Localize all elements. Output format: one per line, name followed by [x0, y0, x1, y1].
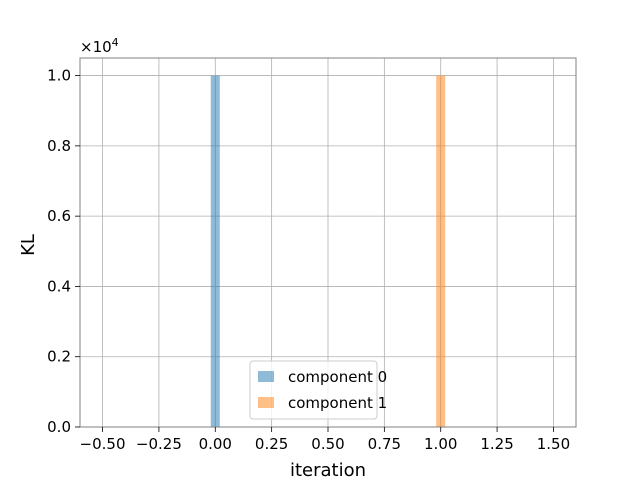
y-tick-label: 0.8 [47, 137, 71, 155]
x-tick-label: 1.50 [537, 435, 570, 453]
y-tick-label: 0.0 [47, 418, 71, 436]
y-multiplier-label: ×104 [80, 36, 119, 56]
grid [80, 58, 576, 428]
legend: component 0 component 1 [249, 360, 387, 420]
x-tick-label: 1.25 [480, 435, 513, 453]
legend-swatch [258, 371, 274, 382]
y-tick-label: 0.2 [47, 348, 71, 366]
y-axis-label: KL [18, 234, 39, 256]
legend-label: component 1 [288, 394, 387, 412]
x-tick-label: 1.00 [424, 435, 457, 453]
legend-label: component 0 [288, 368, 387, 386]
y-tick-label: 0.4 [47, 277, 71, 295]
bars [210, 75, 446, 428]
x-axis-label: iteration [290, 460, 366, 480]
legend-swatch [258, 397, 274, 408]
x-tick-label: −0.50 [80, 435, 126, 453]
x-axis-ticks: −0.50 −0.25 0.00 0.25 0.50 0.75 1.00 1.25 1.50 [80, 427, 570, 453]
x-tick-label: 0.25 [255, 435, 288, 453]
x-tick-label: 0.00 [199, 435, 232, 453]
bar-component-1 [436, 75, 446, 428]
y-axis-ticks: 0.0 0.2 0.4 0.6 0.8 1.0 [47, 67, 80, 436]
y-tick-label: 1.0 [47, 67, 71, 85]
legend-frame [249, 360, 378, 420]
y-multiplier-base: ×10 [80, 38, 112, 56]
x-tick-label: −0.25 [136, 435, 182, 453]
x-tick-label: 0.50 [311, 435, 344, 453]
x-tick-label: 0.75 [368, 435, 401, 453]
y-tick-label: 0.6 [47, 207, 71, 225]
bar-component-0 [210, 75, 220, 428]
y-multiplier-exponent: 4 [112, 36, 119, 49]
